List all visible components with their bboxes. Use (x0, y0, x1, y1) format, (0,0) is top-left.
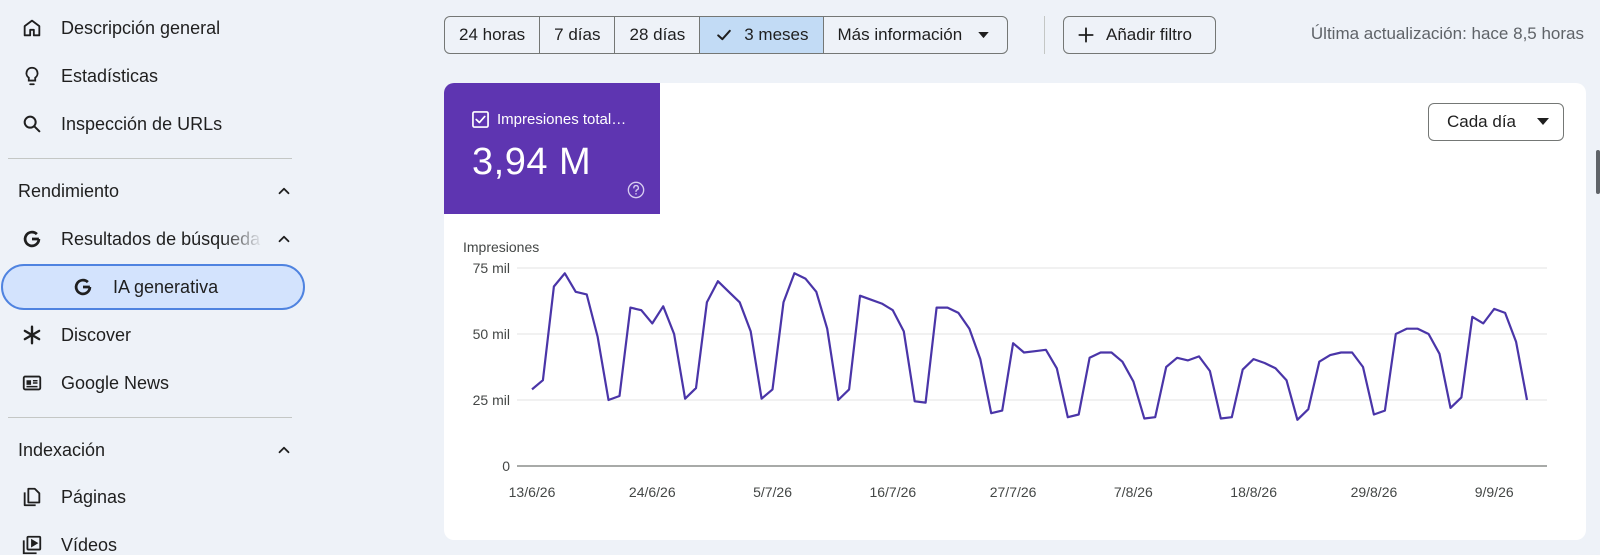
y-tick-label: 25 mil (473, 392, 510, 408)
sidebar-item-label: Vídeos (61, 534, 118, 555)
x-tick-label: 16/7/26 (869, 484, 916, 500)
y-tick-label: 50 mil (473, 326, 510, 342)
y-tick-label: 0 (502, 458, 510, 474)
asterisk-icon (20, 323, 44, 347)
lightbulb-icon (20, 64, 44, 88)
sidebar-item-label: IA generativa (113, 276, 219, 297)
plus-icon (1076, 25, 1096, 45)
range-3m-button[interactable]: 3 meses (700, 17, 824, 53)
metric-total-impressions[interactable]: Impresiones total… 3,94 M (444, 83, 660, 214)
sidebar-item-overview[interactable]: Descripción general (0, 5, 220, 51)
sidebar-item-label: Páginas (61, 486, 127, 507)
checkbox-checked-icon[interactable] (472, 111, 489, 128)
sidebar-divider (8, 417, 292, 418)
google-g-icon (71, 275, 95, 299)
sidebar-item-videos[interactable]: Vídeos (0, 522, 117, 555)
y-axis-label: Impresiones (463, 239, 539, 255)
series-line (531, 272, 1529, 421)
sidebar-divider (8, 158, 292, 159)
sidebar-item-label: Resultados de búsqueda (61, 228, 261, 249)
pages-icon (20, 485, 44, 509)
section-title: Rendimiento (18, 180, 120, 201)
dropdown-arrow-icon (1537, 118, 1549, 126)
check-icon (714, 25, 734, 45)
performance-card: Impresiones total… 3,94 M Cada día Impre… (444, 83, 1586, 540)
sidebar: Descripción general Estadísticas Inspecc… (0, 0, 305, 555)
last-update-text: Última actualización: hace 8,5 horas (1310, 24, 1584, 43)
chevron-up-icon[interactable] (274, 229, 294, 249)
date-range-selector: 24 horas 7 días 28 días 3 meses Más info… (444, 16, 1009, 54)
impressions-chart: Impresiones 0 25 mil 50 mil 75 mil 13/6/26 2… (463, 239, 1547, 500)
metric-label: Impresiones total… (497, 111, 627, 128)
google-g-icon (20, 227, 44, 251)
x-tick-label: 9/9/26 (1475, 484, 1514, 500)
sidebar-item-pages[interactable]: Páginas (0, 474, 126, 520)
x-tick-label: 18/8/26 (1230, 484, 1277, 500)
chevron-up-icon (274, 181, 294, 201)
y-tick-label: 75 mil (473, 260, 510, 276)
x-tick-label: 24/6/26 (629, 484, 676, 500)
section-title: Indexación (18, 439, 106, 460)
granularity-dropdown[interactable]: Cada día (1428, 103, 1564, 141)
sidebar-item-label: Google News (61, 372, 170, 393)
toolbar-divider (1044, 16, 1045, 54)
range-24h-button[interactable]: 24 horas (445, 17, 541, 53)
section-rendimiento-header[interactable]: Rendimiento (18, 171, 294, 211)
sidebar-item-label: Estadísticas (61, 65, 159, 86)
more-ranges-dropdown[interactable]: Más información (824, 17, 1008, 53)
sidebar-item-label: Descripción general (61, 17, 221, 38)
chevron-up-icon (274, 440, 294, 460)
x-tick-label: 13/6/26 (509, 484, 556, 500)
help-icon[interactable] (627, 181, 645, 199)
x-tick-label: 27/7/26 (990, 484, 1037, 500)
video-icon (20, 533, 44, 555)
x-tick-label: 29/8/26 (1351, 484, 1398, 500)
news-icon (20, 371, 44, 395)
sidebar-item-insights[interactable]: Estadísticas (0, 53, 158, 99)
search-icon (20, 112, 44, 136)
sidebar-item-label: Inspección de URLs (61, 113, 223, 134)
range-7d-button[interactable]: 7 días (540, 17, 616, 53)
range-28d-button[interactable]: 28 días (615, 17, 701, 53)
sidebar-item-url-inspection[interactable]: Inspección de URLs (0, 101, 222, 147)
home-icon (20, 16, 44, 40)
x-tick-label: 7/8/26 (1114, 484, 1153, 500)
x-tick-label: 5/7/26 (753, 484, 792, 500)
dropdown-arrow-icon (978, 31, 989, 39)
scrollbar-handle[interactable] (1596, 150, 1600, 194)
section-indexacion-header[interactable]: Indexación (18, 430, 294, 470)
sidebar-item-search-results[interactable]: Resultados de búsqueda (0, 216, 294, 262)
metric-value: 3,94 M (472, 141, 592, 183)
add-filter-button[interactable]: Añadir filtro (1063, 16, 1216, 54)
sidebar-item-discover[interactable]: Discover (0, 312, 131, 358)
sidebar-item-label: Discover (61, 324, 132, 345)
sidebar-item-google-news[interactable]: Google News (0, 360, 169, 406)
sidebar-item-generative-ai[interactable]: IA generativa (1, 264, 305, 310)
